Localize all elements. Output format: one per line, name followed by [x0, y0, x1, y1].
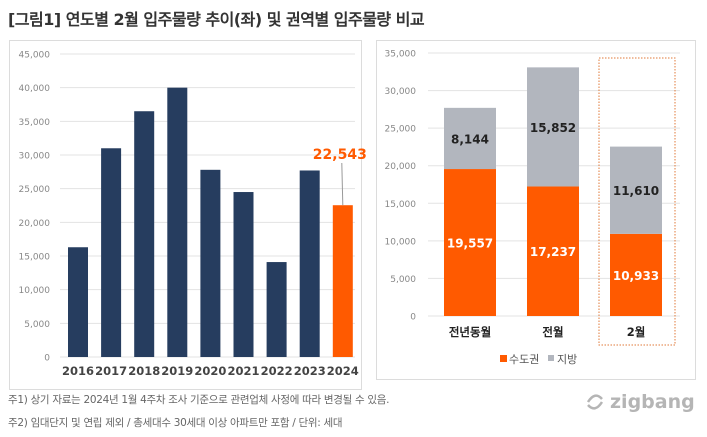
data-label: 8,144 [451, 132, 489, 146]
x-tick-label: 전년동월 [449, 325, 491, 339]
bar-지방-전년동월 [444, 107, 496, 170]
bar-2018 [134, 111, 155, 357]
y-tick-label: 10,000 [385, 237, 417, 247]
bar-2020 [200, 169, 221, 357]
bar-2022 [266, 262, 287, 357]
x-tick-label: 2019 [161, 364, 193, 378]
bar-2016 [68, 247, 88, 357]
x-tick-label: 2024 [327, 364, 359, 378]
bar-수도권-전월 [527, 186, 579, 316]
x-tick-label: 2022 [261, 364, 293, 378]
y-tick-label: 5,000 [24, 320, 50, 330]
data-label: 17,237 [530, 245, 576, 259]
note-2: 주2) 임대단지 및 연립 제외 / 총세대수 30세대 이상 아파트만 포함 … [8, 417, 343, 429]
note-1: 주1) 상기 자료는 2024년 1월 4주차 조사 기준으로 관련업체 사정에… [8, 394, 390, 406]
bar-2017 [101, 148, 122, 357]
y-tick-label: 25,000 [385, 125, 417, 135]
bar-수도권-전년동월 [444, 169, 496, 316]
y-tick-label: 20,000 [385, 162, 417, 172]
legend-swatch-수도권 [500, 355, 507, 362]
y-tick-label: 15,000 [385, 200, 417, 210]
x-tick-label: 2021 [227, 364, 259, 378]
y-tick-label: 20,000 [19, 219, 51, 229]
data-label: 11,610 [613, 184, 659, 198]
bar-2023 [299, 170, 320, 357]
x-tick-label: 2016 [62, 364, 94, 378]
legend-swatch-지방 [548, 355, 554, 361]
bar-2024 [332, 205, 353, 357]
data-label: 19,557 [447, 237, 493, 251]
annotation-leader-line [341, 162, 344, 206]
legend-label: 수도권 [509, 353, 539, 366]
y-tick-label: 30,000 [385, 87, 417, 97]
x-tick-label: 전월 [542, 325, 563, 339]
y-tick-label: 5,000 [390, 275, 416, 285]
y-tick-label: 45,000 [19, 51, 51, 61]
y-tick-label: 25,000 [19, 185, 51, 195]
bar-수도권-2월 [610, 233, 662, 316]
annotation-label: 22,543 [313, 147, 367, 163]
x-tick-label: 2017 [95, 364, 127, 378]
bar-2021 [233, 192, 254, 357]
bar-지방-전월 [527, 67, 579, 187]
y-tick-label: 30,000 [19, 152, 51, 162]
x-tick-label: 2020 [194, 364, 226, 378]
highlight-box [598, 57, 676, 346]
legend-label: 지방 [557, 353, 577, 366]
y-tick-label: 35,000 [19, 118, 51, 128]
zigbang-logo: zigbang [585, 391, 695, 413]
x-tick-label: 2023 [294, 364, 326, 378]
bar-지방-2월 [610, 146, 662, 234]
data-label: 10,933 [613, 269, 659, 283]
figure-title: [그림1] 연도별 2월 입주물량 추이(좌) 및 권역별 입주물량 비교 [8, 10, 425, 29]
y-tick-label: 0 [410, 313, 416, 323]
bar-2019 [167, 87, 188, 358]
y-tick-label: 40,000 [19, 84, 51, 94]
x-tick-label: 2018 [128, 364, 160, 378]
y-tick-label: 35,000 [385, 50, 417, 60]
x-tick-label: 2월 [627, 325, 646, 339]
zigbang-logo-icon [586, 394, 604, 410]
y-tick-label: 10,000 [19, 286, 51, 296]
data-label: 15,852 [530, 121, 576, 135]
y-tick-label: 15,000 [19, 253, 51, 263]
y-tick-label: 0 [44, 354, 50, 364]
logo-text: zigbang [610, 391, 695, 413]
